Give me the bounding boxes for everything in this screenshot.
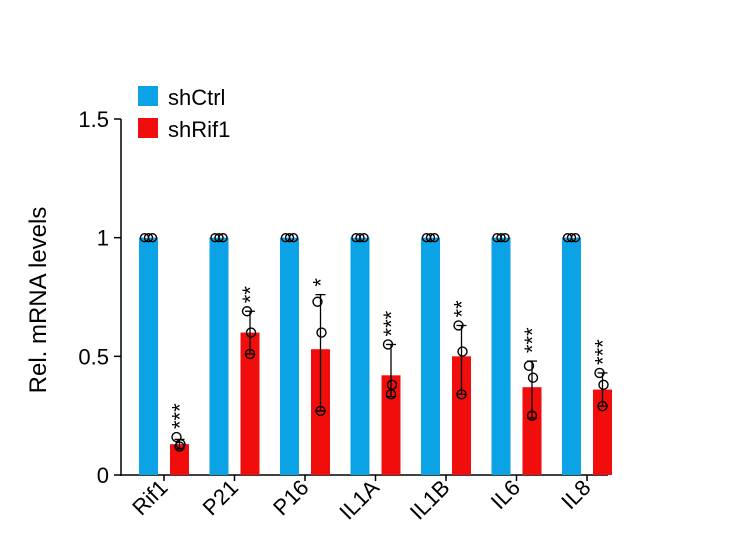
point-shrif1 [245,327,257,338]
x-tick-label-il8: IL8 [556,475,595,514]
bar-shrif1-p21 [240,332,260,475]
plot-area: 0 0.5 1 1.5 Rif1 *** P21 ** P16 * IL1A *** IL1B ** IL6… [78,107,615,525]
point-shrif1 [457,346,468,357]
x-tick-label-p21: P21 [198,475,243,520]
point-shrif1 [382,339,394,350]
point-shctrl [429,232,440,243]
point-shctrl [214,232,224,243]
point-shctrl [425,232,436,243]
point-shrif1 [598,379,609,391]
x-tick-label-il6: IL6 [486,475,525,514]
bar-shrif1-il8 [593,389,612,475]
bar-shctrl-il6 [491,237,511,475]
point-shrif1 [523,360,535,372]
point-shctrl [143,232,154,243]
point-shctrl [500,232,510,243]
bar-shrif1-il6 [522,387,542,475]
legend-swatch-shrif1 [138,118,158,138]
y-tick-label: 1.5 [78,107,109,132]
significance-label-il8: *** [591,339,616,365]
point-shctrl [359,232,369,243]
y-tick-label: 0.5 [78,344,109,369]
bar-shctrl-il1b [421,237,440,475]
x-tick-label-il1b: IL1B [405,475,455,525]
bar-shrif1-il1a [381,375,401,475]
point-shrif1 [526,410,538,421]
legend: shCtrl shRif1 [138,85,230,142]
x-tick-label-p16: P16 [268,475,313,520]
point-shctrl [147,232,158,243]
legend-label-shctrl: shCtrl [168,85,225,110]
point-shctrl [218,232,228,243]
point-shrif1 [244,348,256,360]
point-shrif1 [594,367,605,379]
x-tick-label-il1a: IL1A [334,475,384,525]
significance-label-il6: *** [520,327,545,353]
point-shctrl [284,232,295,243]
point-shrif1 [453,320,464,331]
significance-label-p21: ** [238,286,263,304]
point-shrif1 [315,405,326,417]
bar-shctrl-p21 [209,237,229,475]
y-axis-title: Rel. mRNA levels [25,207,52,394]
significance-label-p16: * [309,278,334,287]
point-shrif1 [597,400,608,412]
bar-shrif1-il1b [452,356,471,475]
point-shrif1 [456,389,467,400]
legend-label-shrif1: shRif1 [168,117,230,142]
bar-shctrl-rif1 [139,237,158,475]
significance-label-il1a: *** [379,310,404,336]
point-shrif1 [385,389,397,400]
bar-shctrl-il1a [350,237,370,475]
point-shctrl [570,232,581,243]
x-tick-label-rif1: Rif1 [127,475,172,520]
point-shctrl [496,232,506,243]
y-tick-label: 0 [97,463,109,488]
bar-shctrl-p16 [280,237,299,475]
y-tick-label: 1 [97,226,109,251]
point-shrif1 [527,372,539,383]
point-shrif1 [241,306,253,317]
point-shrif1 [174,441,185,452]
legend-swatch-shctrl [138,86,158,106]
point-shctrl [288,232,299,243]
bar-shrif1-rif1 [170,444,189,475]
significance-label-rif1: *** [168,403,193,429]
point-shrif1 [316,327,327,338]
bar-shrif1-p16 [311,349,330,475]
point-shrif1 [312,296,323,307]
point-shctrl [355,232,365,243]
bar-shctrl-il8 [562,237,581,475]
significance-label-il1b: ** [450,300,475,318]
point-shctrl [566,232,577,243]
